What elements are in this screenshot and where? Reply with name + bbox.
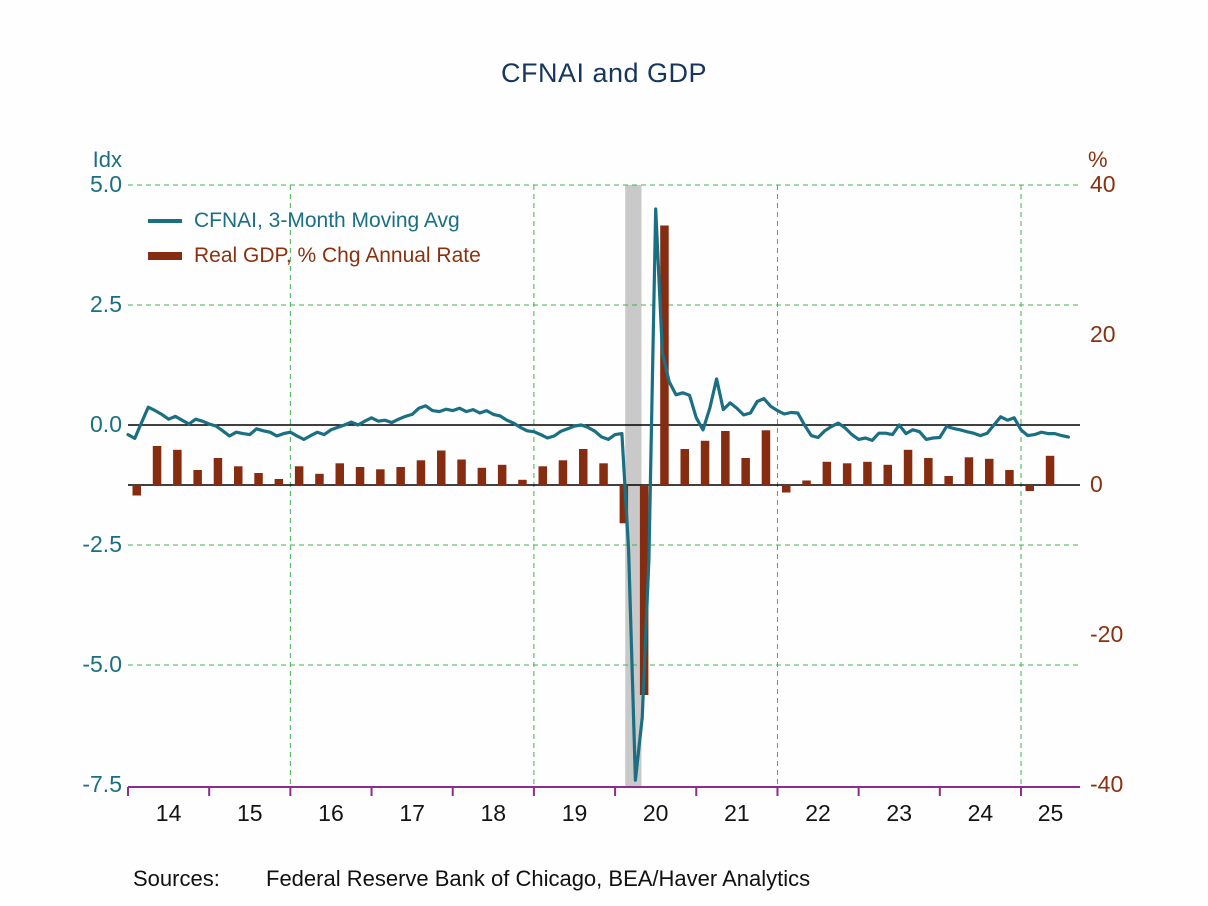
gdp-bar: [721, 431, 730, 485]
gdp-bar: [396, 467, 405, 485]
sources-text: Federal Reserve Bank of Chicago, BEA/Hav…: [266, 866, 811, 891]
gdp-bar: [842, 463, 852, 486]
gdp-bar: [761, 430, 771, 486]
left-axis-unit-label: Idx: [92, 147, 122, 172]
gdp-bar: [457, 459, 466, 485]
gdp-bar: [335, 463, 344, 486]
gdp-bar: [355, 467, 365, 485]
gdp-bar: [863, 461, 872, 486]
x-axis-year-label: 21: [724, 800, 750, 826]
x-axis-year-label: 24: [967, 800, 994, 826]
x-axis-year-label: 19: [561, 800, 588, 826]
gdp-bar: [1045, 455, 1055, 486]
cfnai-line: [126, 207, 1071, 782]
legend-item-gdp: Real GDP, % Chg Annual Rate: [148, 238, 481, 273]
sources-label: Sources:: [133, 866, 220, 891]
gdp-bar: [152, 446, 162, 485]
gdp-bar: [173, 449, 182, 486]
gdp-bar: [680, 449, 689, 485]
right-axis-tick-label: 0: [1090, 471, 1103, 497]
gdp-bar: [558, 460, 568, 486]
gdp-bar: [782, 485, 791, 493]
gdp-bar: [1025, 485, 1034, 491]
gdp-bar: [619, 485, 629, 524]
gdp-bar: [599, 463, 608, 486]
x-axis-year-label: 25: [1037, 800, 1064, 826]
gdp-bar-swatch-icon: [148, 251, 182, 260]
gdp-bar: [213, 458, 223, 485]
gdp-bar: [193, 470, 202, 485]
gdp-bar: [254, 473, 263, 485]
x-axis-year-label: 17: [399, 800, 425, 826]
x-axis-year-label: 16: [318, 800, 344, 826]
right-axis-tick-label: 40: [1090, 171, 1116, 197]
cfnai-line-swatch-icon: [148, 218, 182, 223]
gdp-bar: [132, 485, 141, 496]
x-axis-year-label: 14: [155, 800, 182, 826]
gdp-bar: [700, 440, 710, 486]
x-axis-year-label: 15: [236, 800, 263, 826]
gdp-bar: [964, 457, 974, 486]
legend-item-cfnai: CFNAI, 3-Month Moving Avg: [148, 203, 481, 238]
gdp-bar: [639, 485, 649, 695]
gdp-bar: [416, 460, 426, 486]
gdp-bar: [497, 464, 507, 486]
chart-title: CFNAI and GDP: [500, 58, 708, 88]
gdp-bar: [274, 479, 284, 485]
gdp-bar: [924, 458, 933, 485]
left-axis-tick-label: 2.5: [90, 291, 122, 317]
gdp-bar: [579, 449, 588, 485]
left-axis-tick-label: -7.5: [82, 771, 122, 797]
left-axis-tick-label: 0.0: [90, 411, 122, 437]
gdp-bar: [234, 466, 243, 486]
gdp-bar: [802, 480, 811, 485]
gdp-bar: [538, 466, 547, 486]
right-axis-tick-label: -40: [1090, 771, 1124, 797]
gdp-bar: [985, 458, 994, 486]
legend-label-cfnai: CFNAI, 3-Month Moving Avg: [194, 208, 460, 232]
recession-band: [625, 185, 642, 787]
gdp-bar: [376, 469, 385, 486]
gdp-bar: [294, 466, 304, 486]
gdp-bar: [315, 473, 324, 486]
x-axis-year-label: 18: [480, 800, 507, 826]
left-axis-tick-label: -5.0: [82, 651, 122, 677]
gdp-bar: [437, 450, 446, 485]
x-axis-year-label: 23: [886, 800, 913, 826]
gdp-bar: [477, 467, 487, 486]
gdp-bar: [903, 449, 913, 486]
gdp-bar: [944, 476, 953, 485]
right-axis-tick-label: -20: [1090, 621, 1124, 647]
left-axis-tick-label: 5.0: [90, 171, 122, 197]
legend-label-gdp: Real GDP, % Chg Annual Rate: [194, 243, 481, 267]
left-axis-tick-label: -2.5: [82, 531, 122, 557]
gdp-bar: [1005, 470, 1014, 485]
legend: CFNAI, 3-Month Moving Avg Real GDP, % Ch…: [148, 203, 481, 273]
x-axis-year-label: 22: [805, 800, 831, 826]
gdp-bar: [518, 479, 527, 486]
x-axis-year-label: 20: [642, 800, 669, 826]
right-axis-unit-label: %: [1088, 147, 1108, 172]
right-axis-tick-label: 20: [1090, 321, 1116, 347]
gdp-bar: [741, 458, 750, 485]
gdp-bar: [822, 461, 832, 486]
gdp-bar: [883, 464, 892, 486]
